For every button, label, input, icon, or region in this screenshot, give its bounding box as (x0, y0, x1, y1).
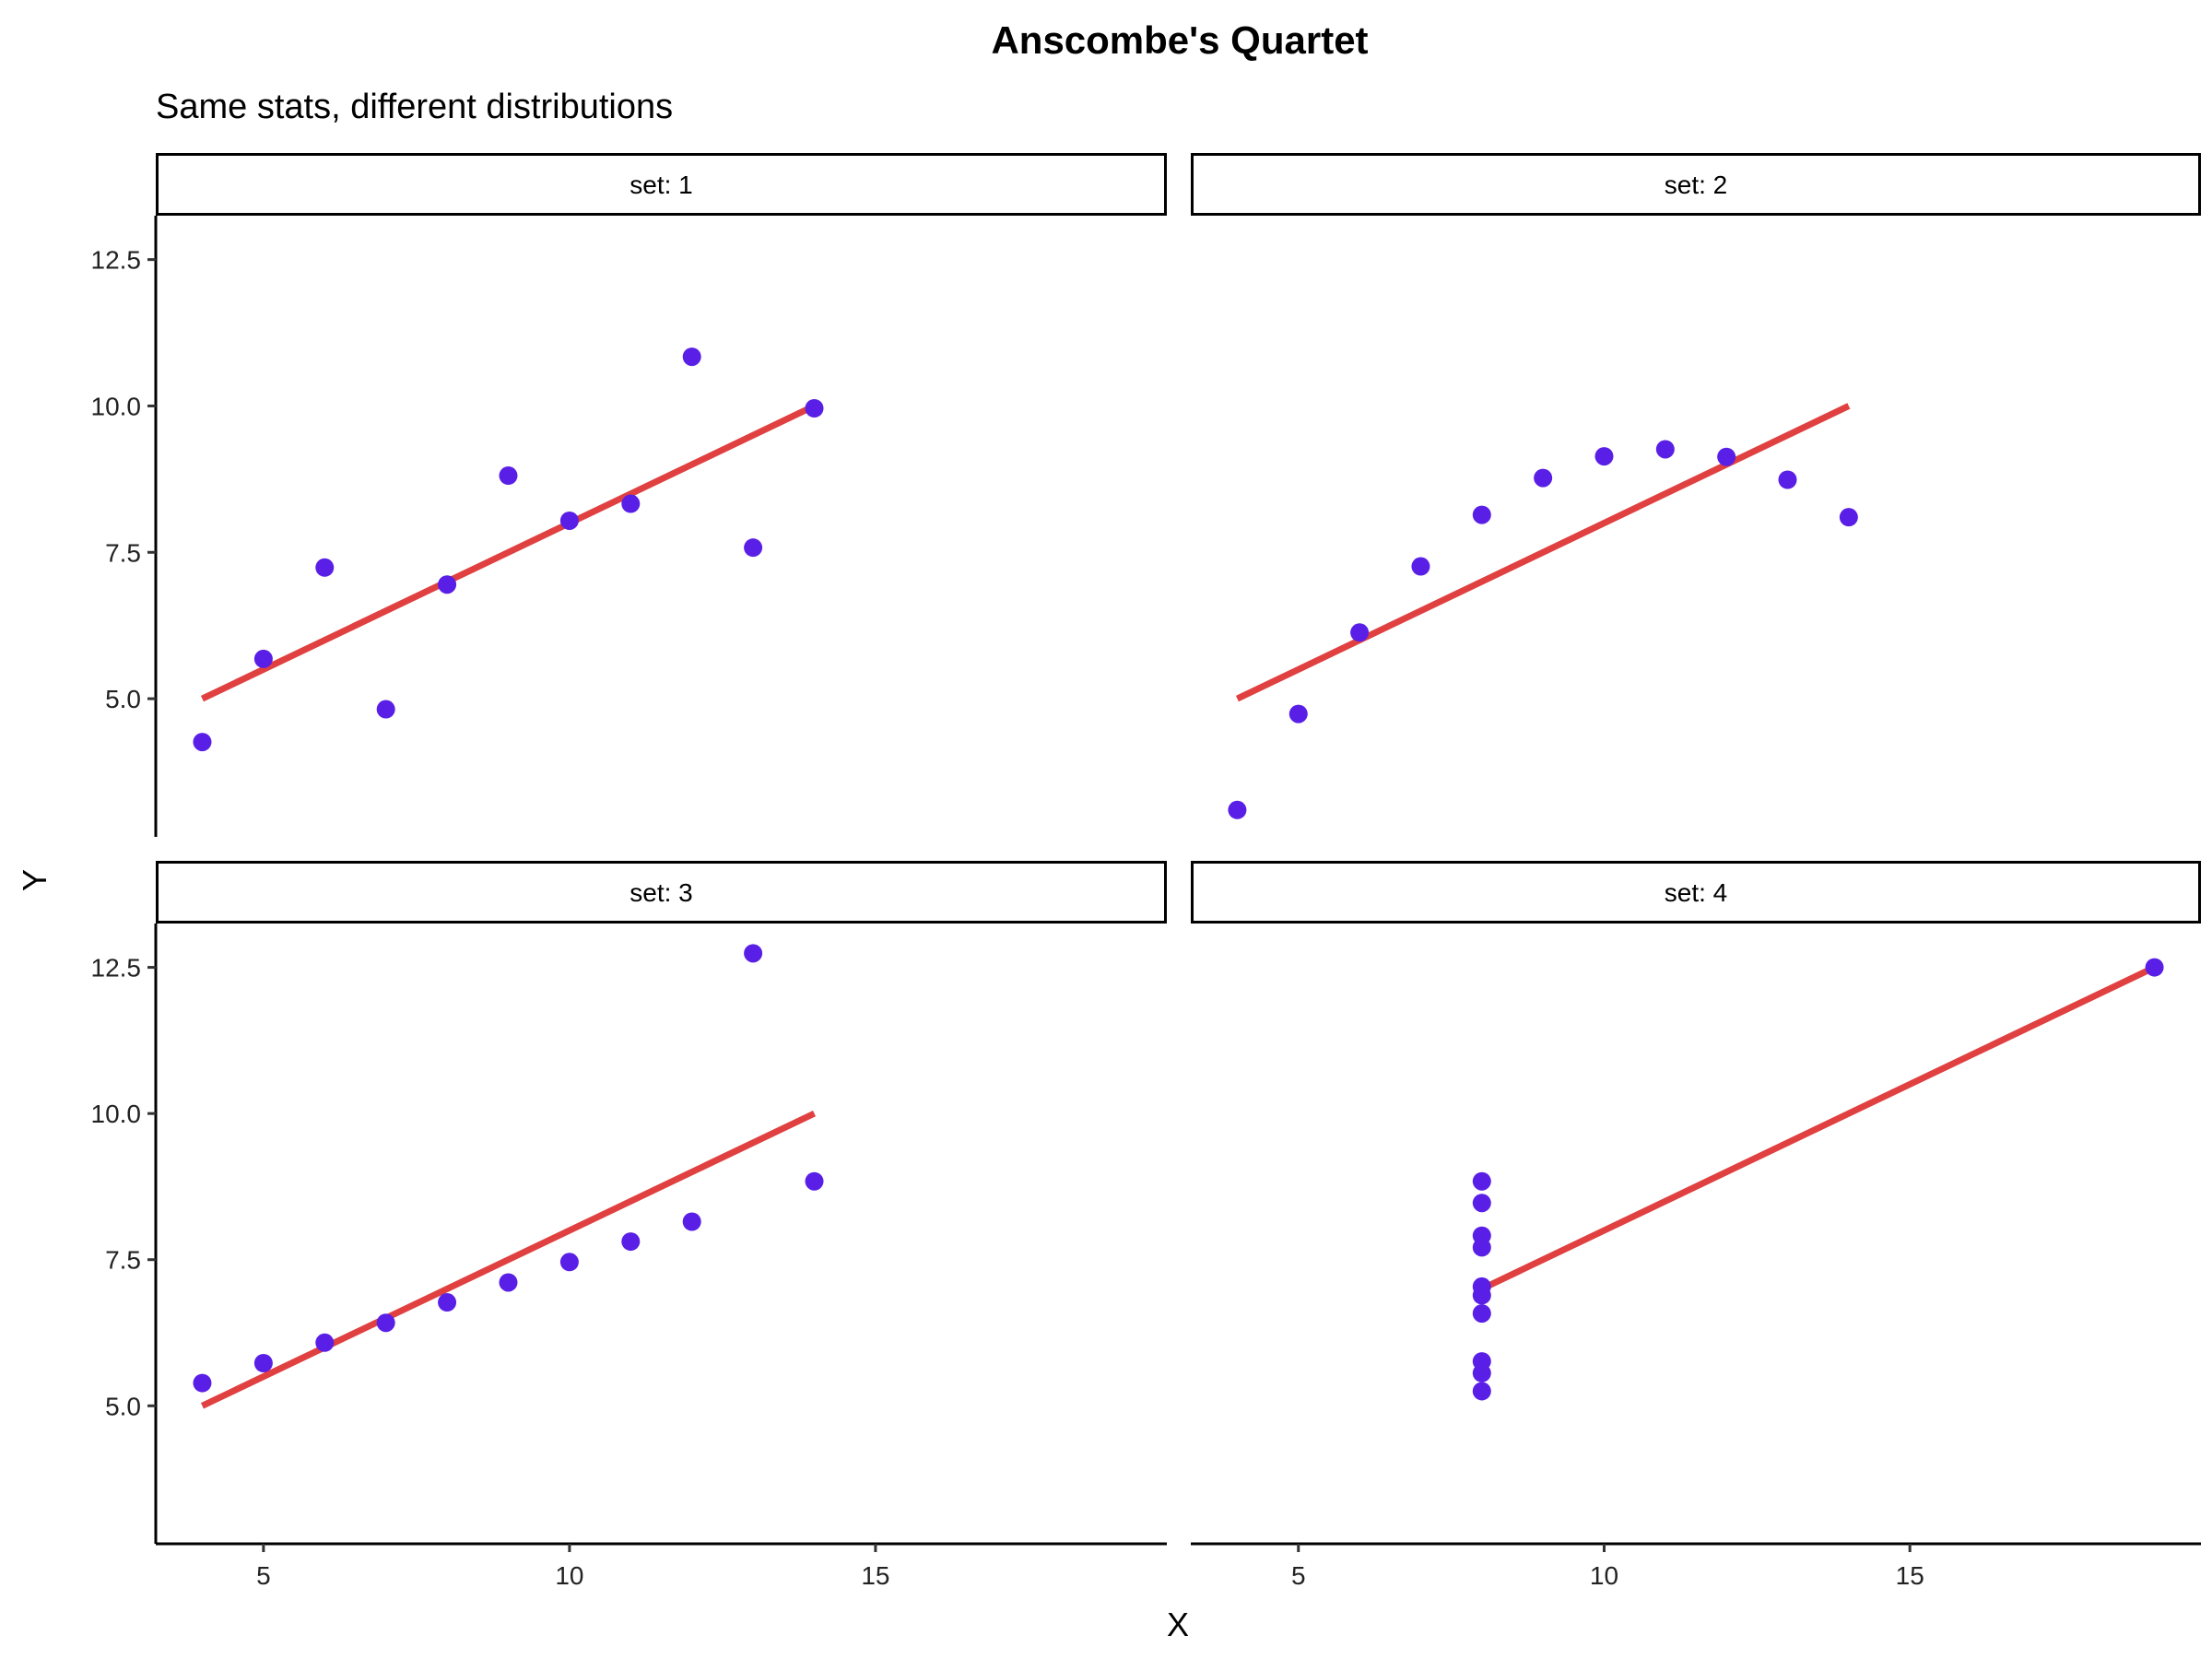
x-tick-label: 5 (1291, 1561, 1306, 1590)
data-point (1472, 505, 1491, 524)
data-point (193, 1373, 212, 1393)
data-point (744, 944, 763, 963)
data-point (253, 649, 273, 668)
facet-strip (1191, 153, 2201, 216)
data-point (438, 575, 457, 594)
data-point (376, 1313, 395, 1333)
chart-subtitle: Same stats, different distributions (156, 88, 673, 126)
data-point (193, 733, 212, 752)
data-point (1472, 1226, 1491, 1245)
x-tick-label: 15 (861, 1561, 889, 1590)
y-tick-label: 10.0 (91, 1100, 142, 1128)
data-point (1655, 440, 1675, 459)
data-point (1839, 508, 1858, 527)
data-point (499, 1273, 518, 1292)
chart-title: Anscombe's Quartet (991, 18, 1368, 62)
data-point (805, 1171, 824, 1191)
y-tick-label: 5.0 (105, 685, 141, 713)
data-point (1534, 468, 1553, 488)
data-point (1350, 623, 1370, 642)
data-point (1288, 704, 1308, 724)
panel-1: set: 1 5.0 7.5 10.0 12.5 (91, 153, 1167, 837)
data-point (1411, 557, 1430, 576)
data-point (1778, 470, 1797, 489)
facet-strip-label: set: 4 (1665, 878, 1727, 907)
fit-line (1480, 964, 2157, 1292)
data-point (315, 558, 335, 577)
data-point (2145, 958, 2164, 977)
data-point (1472, 1363, 1491, 1382)
data-point (621, 1232, 641, 1252)
data-point (1594, 447, 1614, 466)
data-point (1228, 800, 1247, 819)
x-tick-label: 10 (1590, 1561, 1618, 1590)
fit-line (200, 1110, 817, 1409)
data-point (744, 538, 763, 558)
x-tick-label: 15 (1896, 1561, 1924, 1590)
facet-strip (156, 861, 1167, 924)
data-point (1472, 1304, 1491, 1324)
fit-line (200, 403, 817, 702)
panel-3: set: 3 5.0 7.5 10.0 12.5 5 10 15 (91, 861, 1167, 1590)
data-point (315, 1333, 335, 1352)
data-point (376, 700, 395, 719)
facet-strip (156, 153, 1167, 216)
data-point (499, 466, 518, 486)
x-tick-label: 10 (555, 1561, 583, 1590)
data-point (621, 494, 641, 513)
panel-4: set: 4 5 10 15 (1191, 861, 2201, 1590)
data-point (253, 1353, 273, 1372)
facet-strip-label: set: 1 (629, 171, 692, 199)
x-axis-title: X (1167, 1606, 1189, 1643)
data-point (1472, 1171, 1491, 1191)
data-point (1472, 1194, 1491, 1213)
facet-strip-label: set: 2 (1665, 171, 1727, 199)
data-point (559, 511, 579, 530)
y-tick-label: 5.0 (105, 1392, 141, 1420)
data-point (559, 1253, 579, 1272)
y-axis-title: Y (16, 869, 53, 891)
facet-strip-label: set: 3 (629, 878, 692, 907)
y-tick-label: 12.5 (91, 954, 142, 982)
data-point (438, 1293, 457, 1312)
data-point (682, 347, 701, 367)
data-point (1472, 1382, 1491, 1401)
y-tick-label: 7.5 (105, 538, 141, 567)
facet-strip (1191, 861, 2201, 924)
y-tick-label: 10.0 (91, 392, 142, 420)
data-point (805, 398, 824, 418)
data-point (1472, 1286, 1491, 1305)
y-tick-label: 7.5 (105, 1246, 141, 1275)
x-tick-label: 5 (256, 1561, 271, 1590)
data-point (682, 1212, 701, 1231)
y-tick-label: 12.5 (91, 246, 142, 275)
data-point (1717, 447, 1736, 466)
fit-line (1235, 403, 1851, 702)
panel-2: set: 2 (1191, 153, 2201, 819)
